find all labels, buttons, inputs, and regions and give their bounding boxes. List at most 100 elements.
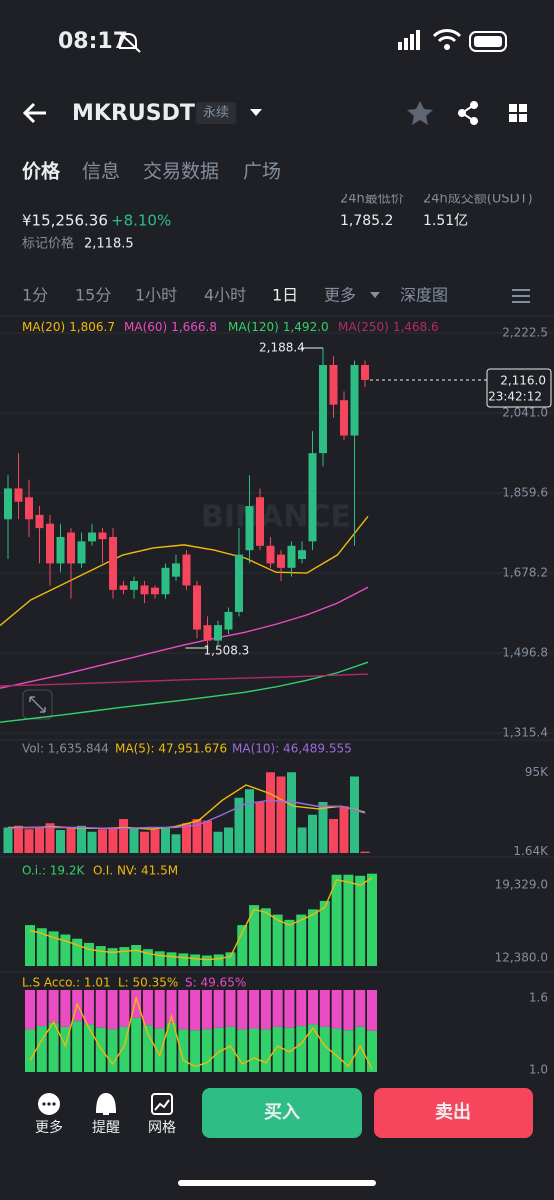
short-bar	[249, 990, 260, 1029]
short-bar	[343, 990, 354, 1031]
oi-bar	[367, 873, 377, 966]
volume-bar	[108, 827, 118, 853]
long-bar	[154, 1028, 165, 1072]
last-price-box	[486, 368, 552, 408]
oi-bar	[249, 905, 260, 966]
bottom-label[interactable]: 更多	[35, 1119, 63, 1136]
tab[interactable]: 广场	[243, 161, 281, 183]
oi-bar	[95, 946, 106, 966]
oi-bar	[107, 948, 118, 966]
buy-button[interactable]	[202, 1088, 362, 1138]
sell-button[interactable]	[374, 1088, 533, 1138]
home-indicator	[178, 1180, 376, 1186]
short-bar	[25, 990, 35, 1030]
volume-bar	[224, 827, 233, 853]
sell-label[interactable]: 卖出	[435, 1101, 471, 1123]
buy-label[interactable]: 买入	[264, 1102, 300, 1123]
tab[interactable]: 交易数据	[143, 161, 219, 183]
tab[interactable]: 信息	[82, 161, 120, 183]
more-button[interactable]	[38, 1093, 60, 1115]
ma-line	[0, 586, 369, 689]
long-bar	[60, 1026, 71, 1072]
symbol-dropdown[interactable]	[250, 109, 262, 116]
candle-body	[203, 625, 212, 641]
long-bar	[201, 1029, 212, 1072]
y-tick-label: 1,678.2	[502, 566, 548, 580]
ma-name: MA(250)	[338, 320, 389, 334]
oi-bar	[25, 925, 35, 966]
legend-item: O.i.: 19.2K	[22, 864, 85, 878]
long-bar	[225, 1026, 236, 1072]
y-tick-label: 2,222.5	[502, 326, 548, 340]
short-bar	[355, 990, 366, 1027]
share-button[interactable]	[458, 101, 478, 125]
oi-bar	[166, 952, 177, 966]
volume-bar	[318, 802, 328, 853]
interval[interactable]: 4小时	[204, 286, 246, 305]
short-bar	[296, 990, 307, 1027]
ls-ratio-line	[29, 995, 373, 1070]
interval-active[interactable]: 1日	[272, 286, 298, 305]
long-bar	[213, 1027, 224, 1072]
legend-item: Vol: 1,635.844	[22, 742, 109, 756]
tab[interactable]: 价格	[22, 160, 61, 183]
y-tick-label: 1.0	[529, 1062, 548, 1076]
scroll-mask	[0, 186, 554, 194]
ma-line	[0, 515, 369, 627]
stat-label: 24h成交额(USDT)	[423, 191, 533, 207]
ma-name: MA(20)	[22, 320, 65, 334]
tag-bg	[196, 102, 236, 124]
candle-body	[235, 554, 243, 612]
short-bar	[319, 990, 330, 1027]
candle-body	[98, 532, 107, 540]
interval-more[interactable]: 更多	[324, 286, 356, 305]
short-bar	[142, 990, 153, 1026]
depth-tab[interactable]: 深度图	[400, 286, 448, 305]
countdown: 23:42:12	[488, 389, 542, 403]
y-tick-label: 19,329.0	[495, 877, 548, 891]
oi-bar	[284, 919, 295, 966]
contract-tag: 永续	[203, 106, 229, 121]
layout-button[interactable]	[509, 104, 527, 122]
long-bar	[48, 1022, 59, 1072]
candle-body	[308, 453, 317, 542]
alert-icon[interactable]	[95, 1092, 117, 1115]
ma-legend-item: MA(120) 1,492.0	[228, 320, 329, 334]
price-change: +8.10%	[111, 212, 171, 230]
long-bar	[331, 1028, 342, 1072]
volume-bar	[255, 802, 265, 853]
interval[interactable]: 15分	[75, 286, 111, 305]
favorite-button[interactable]	[407, 101, 433, 125]
candle-body	[77, 541, 86, 564]
oi-bar	[319, 900, 330, 966]
short-bar	[367, 990, 377, 1031]
oi-bar	[272, 914, 283, 966]
candle-body	[14, 488, 23, 502]
candle-body	[224, 611, 233, 630]
candle-body	[35, 514, 44, 529]
bottom-label[interactable]: 网格	[148, 1120, 176, 1136]
bottom-label[interactable]: 提醒	[92, 1120, 120, 1136]
grid-icon[interactable]	[151, 1093, 173, 1115]
volume-bar	[87, 831, 97, 853]
volume-bar	[150, 829, 160, 853]
oi-bar	[119, 947, 130, 966]
candle-body	[25, 497, 33, 520]
volume-bar	[350, 776, 359, 853]
candle-body	[151, 587, 159, 595]
oi-bar	[237, 925, 248, 966]
back-button[interactable]	[22, 102, 46, 124]
candle-body	[287, 545, 296, 568]
fullscreen-button[interactable]	[22, 689, 53, 720]
oi-bar	[60, 934, 71, 966]
interval[interactable]: 1小时	[135, 286, 177, 305]
volume-bar	[161, 827, 170, 853]
legend-item: L: 50.35%	[118, 976, 178, 990]
volume-bar	[66, 827, 76, 853]
interval[interactable]: 1分	[22, 286, 48, 305]
volume-bar	[339, 806, 349, 853]
ma-legend-item: MA(20) 1,806.7	[22, 320, 115, 334]
chart-settings[interactable]	[512, 289, 530, 303]
short-bar	[166, 990, 177, 1023]
volume-bar	[140, 831, 149, 853]
